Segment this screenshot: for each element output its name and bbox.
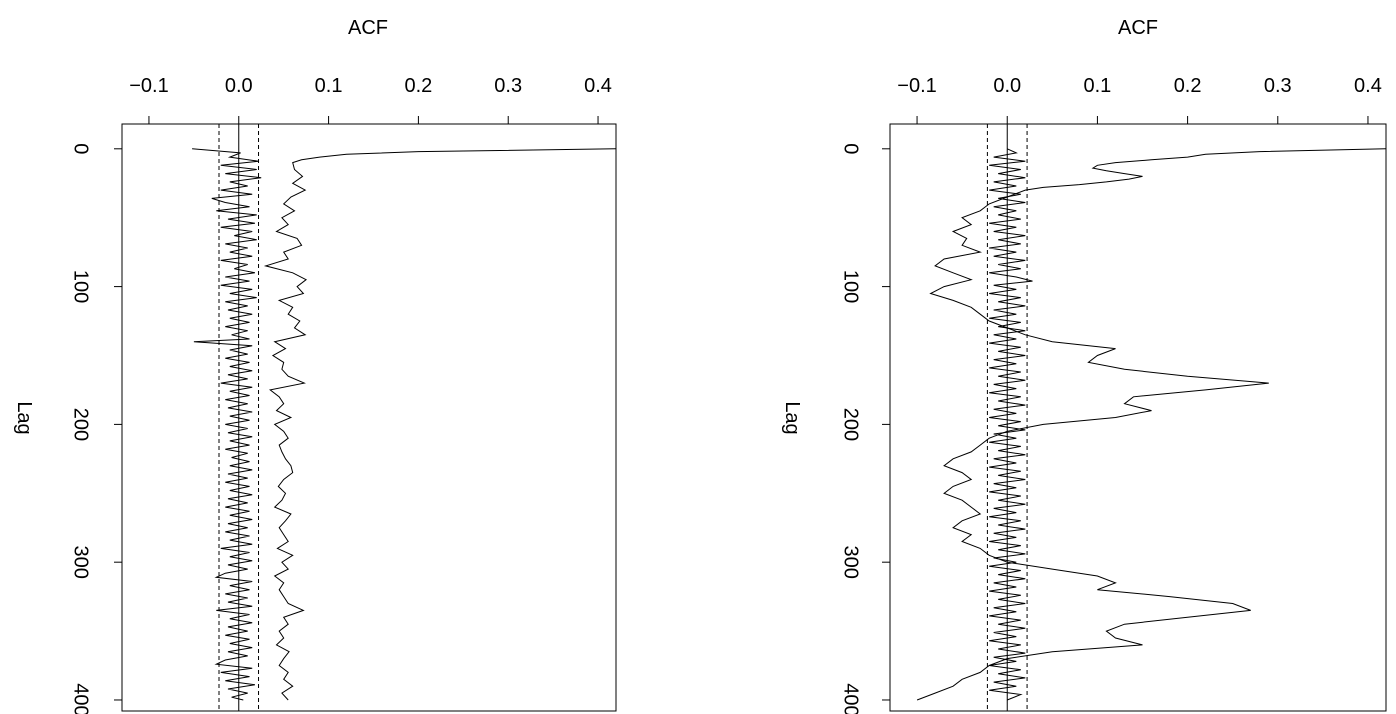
x-tick-label: 0.2 <box>1174 75 1202 97</box>
y-tick-label: 200 <box>70 408 92 441</box>
acf-series-1 <box>989 148 1033 701</box>
plot-frame <box>889 123 1387 712</box>
x-tick-label: 0.1 <box>1084 75 1112 97</box>
y-tick-label: 200 <box>840 408 862 441</box>
x-tick-label: −0.1 <box>897 75 936 97</box>
x-tick-label: −0.1 <box>129 75 168 97</box>
acf-panel-right: ACF −0.1 0.0 0.1 0.2 0.3 0.4 Lag 0 100 200 300 400 <box>781 17 1387 714</box>
x-tick-label: 0.3 <box>494 75 522 97</box>
acf-series-0 <box>916 148 1387 701</box>
y-tick-label: 400 <box>840 683 862 714</box>
acf-panel-left: ACF −0.1 0.0 0.1 0.2 0.3 0.4 Lag 0 100 200 300 400 <box>13 17 617 714</box>
plot-frame <box>121 123 617 712</box>
x-tick-label: 0.3 <box>1264 75 1292 97</box>
y-tick-label: 400 <box>70 683 92 714</box>
x-axis-title: ACF <box>1118 17 1158 39</box>
y-axis-title: Lag <box>13 401 35 434</box>
acf-series-1 <box>192 148 262 701</box>
x-tick-label: 0.4 <box>1354 75 1382 97</box>
y-tick-label: 0 <box>70 143 92 154</box>
y-tick-label: 300 <box>840 545 862 578</box>
y-axis-title: Lag <box>781 401 803 434</box>
y-tick-label: 100 <box>70 270 92 303</box>
x-axis-title: ACF <box>348 17 388 39</box>
y-tick-label: 100 <box>840 270 862 303</box>
x-tick-label: 0.0 <box>993 75 1021 97</box>
x-tick-label: 0.0 <box>225 75 253 97</box>
x-tick-label: 0.2 <box>404 75 432 97</box>
acf-series-0 <box>263 148 617 701</box>
x-tick-label: 0.1 <box>315 75 343 97</box>
x-tick-label: 0.4 <box>584 75 612 97</box>
y-tick-label: 300 <box>70 545 92 578</box>
y-tick-label: 0 <box>840 143 862 154</box>
